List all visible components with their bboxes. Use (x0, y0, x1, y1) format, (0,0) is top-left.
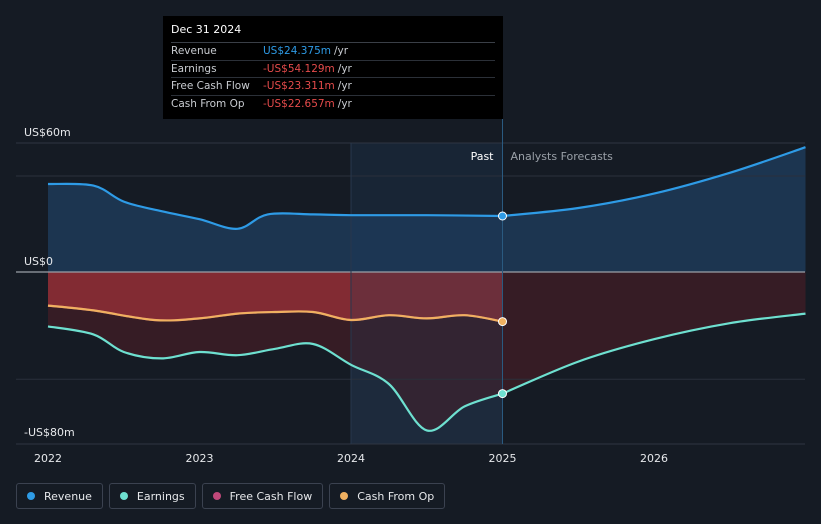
tooltip-value: -US$23.311m (263, 80, 335, 93)
tooltip-unit: /yr (337, 97, 352, 110)
tooltip-date: Dec 31 2024 (171, 23, 495, 43)
legend: Revenue Earnings Free Cash Flow Cash Fro… (16, 483, 446, 511)
x-tick-label: 2022 (34, 452, 62, 465)
legend-item-earnings[interactable]: Earnings (108, 483, 196, 509)
legend-label: Free Cash Flow (229, 489, 313, 503)
highlight-overlay (351, 272, 503, 444)
tooltip-value: US$24.375m (263, 45, 331, 58)
y-axis-bottom-label: -US$80m (24, 426, 75, 439)
forecast-label: Analysts Forecasts (511, 150, 614, 163)
tooltip-unit: /yr (337, 80, 352, 93)
tooltip-label: Revenue (171, 45, 217, 58)
x-tick-label: 2023 (186, 452, 214, 465)
y-axis-top-label: US$60m (24, 126, 71, 139)
tooltip-row-earnings: Earnings -US$54.129m /yr (171, 61, 495, 78)
revenue-marker (498, 211, 507, 221)
x-tick-label: 2026 (640, 452, 668, 465)
legend-item-revenue[interactable]: Revenue (16, 483, 103, 509)
legend-item-free-cash-flow[interactable]: Free Cash Flow (201, 483, 324, 509)
y-axis-zero-label: US$0 (24, 255, 53, 268)
revenue-dot-icon (27, 492, 35, 500)
cash-from-op-marker (498, 317, 507, 327)
revenue-line-forecast (502, 146, 806, 218)
tooltip-label: Earnings (171, 62, 217, 75)
legend-label: Earnings (136, 489, 185, 503)
free-cash-flow-dot-icon (212, 492, 221, 500)
past-label: Past (471, 150, 495, 163)
x-tick-label: 2024 (337, 452, 365, 465)
tooltip: Dec 31 2024 Revenue US$24.375m /yr Earni… (163, 16, 503, 119)
cash-from-op-line-past (47, 304, 503, 323)
free-cash-flow-area (48, 272, 503, 322)
tooltip-row-free-cash-flow: Free Cash Flow -US$23.311m /yr (171, 78, 495, 96)
tooltip-label: Free Cash Flow (171, 80, 250, 93)
legend-label: Cash From Op (357, 489, 435, 503)
tooltip-row-cash-from-op: Cash From Op -US$22.657m /yr (171, 96, 495, 113)
tooltip-row-revenue: Revenue US$24.375m /yr (171, 43, 495, 61)
x-tick-label: 2025 (489, 452, 517, 465)
tooltip-label: Cash From Op (171, 97, 245, 110)
tooltip-unit: /yr (337, 62, 352, 75)
earnings-line-forecast (502, 312, 806, 395)
legend-item-cash-from-op[interactable]: Cash From Op (329, 483, 446, 509)
revenue-area (48, 147, 806, 272)
tooltip-unit: /yr (334, 45, 349, 58)
tooltip-value: -US$54.129m (263, 62, 335, 75)
legend-label: Revenue (44, 489, 92, 503)
earnings-marker (498, 389, 507, 399)
tooltip-value: -US$22.657m (263, 97, 335, 110)
cash-from-op-dot-icon (340, 492, 349, 500)
earnings-dot-icon (119, 492, 128, 500)
earnings-line-past (47, 325, 503, 432)
revenue-line-past (47, 182, 503, 230)
